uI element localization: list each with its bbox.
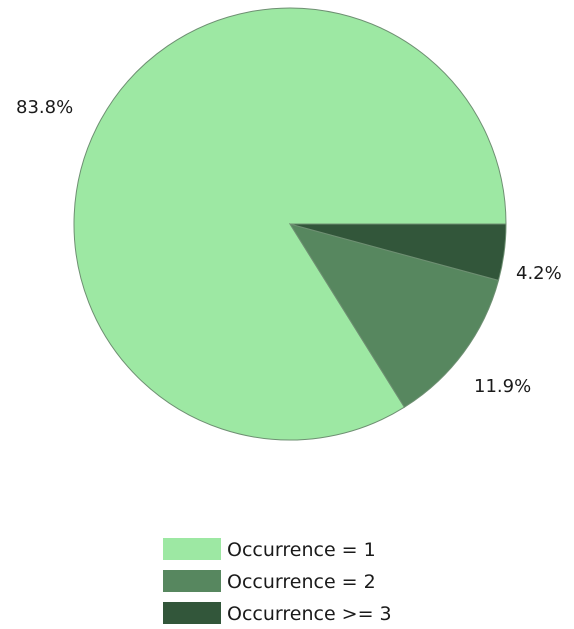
legend-swatch-3 <box>163 602 221 624</box>
legend-label-1: Occurrence = 1 <box>227 539 376 561</box>
pie-slices <box>73 7 507 441</box>
legend: Occurrence = 1 Occurrence = 2 Occurrence >… <box>163 538 392 625</box>
slice-label-2: 11.9% <box>474 376 531 397</box>
slice-label-3: 4.2% <box>516 263 562 284</box>
legend-label-3: Occurrence >= 3 <box>227 603 392 625</box>
pie-slice-1 <box>73 7 507 441</box>
slice-percent-labels: 83.8% 11.9% 4.2% <box>16 97 562 397</box>
legend-swatch-1 <box>163 538 221 560</box>
slice-label-1: 83.8% <box>16 97 73 118</box>
pie-slice-3 <box>289 223 507 282</box>
pie-slice-2 <box>288 223 500 408</box>
legend-label-2: Occurrence = 2 <box>227 571 376 593</box>
legend-swatch-2 <box>163 570 221 592</box>
